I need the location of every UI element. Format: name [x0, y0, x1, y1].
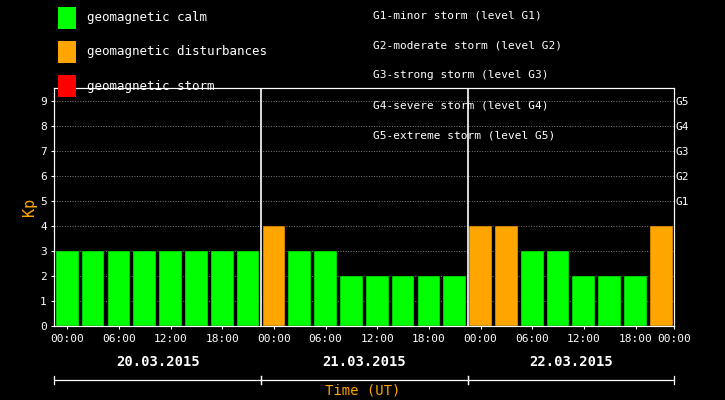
Text: 20.03.2015: 20.03.2015	[116, 355, 199, 369]
Bar	[56, 251, 78, 326]
Text: Time (UT): Time (UT)	[325, 383, 400, 397]
Bar	[262, 226, 285, 326]
Bar	[469, 226, 492, 326]
Bar	[444, 276, 466, 326]
Bar	[160, 251, 182, 326]
Bar	[650, 226, 673, 326]
Text: geomagnetic storm: geomagnetic storm	[87, 80, 215, 92]
Text: geomagnetic disturbances: geomagnetic disturbances	[87, 46, 267, 58]
Bar	[521, 251, 544, 326]
Text: 22.03.2015: 22.03.2015	[529, 355, 613, 369]
Text: G3-strong storm (level G3): G3-strong storm (level G3)	[373, 70, 549, 80]
Bar	[133, 251, 156, 326]
Text: G2-moderate storm (level G2): G2-moderate storm (level G2)	[373, 40, 563, 50]
Text: G5-extreme storm (level G5): G5-extreme storm (level G5)	[373, 130, 555, 140]
Bar	[418, 276, 440, 326]
Y-axis label: Kp: Kp	[22, 198, 37, 216]
Bar	[237, 251, 260, 326]
Bar	[573, 276, 595, 326]
Bar	[598, 276, 621, 326]
Bar	[495, 226, 518, 326]
Text: geomagnetic calm: geomagnetic calm	[87, 12, 207, 24]
Bar	[107, 251, 130, 326]
Bar	[392, 276, 415, 326]
Bar	[624, 276, 647, 326]
Text: G4-severe storm (level G4): G4-severe storm (level G4)	[373, 100, 549, 110]
Bar	[366, 276, 389, 326]
Bar	[185, 251, 208, 326]
Bar	[314, 251, 337, 326]
Bar	[340, 276, 362, 326]
Bar	[211, 251, 233, 326]
Text: 21.03.2015: 21.03.2015	[323, 355, 406, 369]
Bar	[82, 251, 104, 326]
Bar	[547, 251, 569, 326]
Bar	[289, 251, 311, 326]
Text: G1-minor storm (level G1): G1-minor storm (level G1)	[373, 10, 542, 20]
